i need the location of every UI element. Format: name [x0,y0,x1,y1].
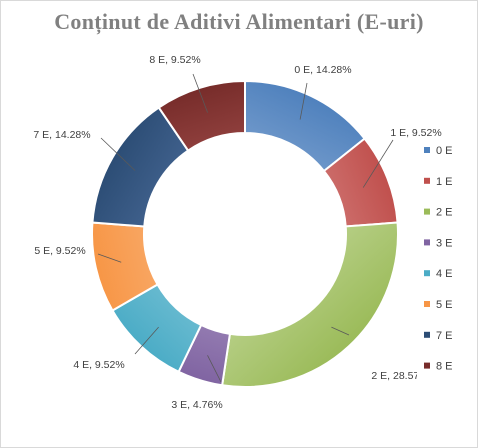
legend-label-5-e: 5 E [436,299,453,311]
legend-label-2-e: 2 E [436,207,453,219]
data-label-7-e: 7 E, 14.28% [33,129,90,141]
legend-swatch-4-e [424,270,430,277]
data-label-3-e: 3 E, 4.76% [171,399,222,411]
chart-title: Conținut de Aditivi Alimentari (E-uri) [54,9,424,34]
legend-swatch-7-e [424,331,430,338]
slice-2-e [221,221,399,388]
legend-swatch-0-e [424,147,430,153]
leader-line-2-e [331,326,350,336]
legend-swatch-5-e [424,301,430,307]
legend-label-0-e: 0 E [436,145,453,157]
leader-line-8-e [192,73,208,113]
data-label-2-e: 2 E, 28.57% [371,370,428,382]
leader-line-7-e [100,137,136,171]
legend-swatch-1-e [424,177,430,184]
legend-swatch-8-e [424,362,430,369]
data-label-0-e: 0 E, 14.28% [294,64,351,76]
legend-label-3-e: 3 E [436,237,453,249]
data-label-8-e: 8 E, 9.52% [149,54,200,66]
legend-label-4-e: 4 E [436,268,453,280]
slice-8-e [157,79,246,152]
legend-label-8-e: 8 E [436,361,453,373]
legend-swatch-2-e [424,208,430,215]
legend-label-1-e: 1 E [436,176,453,188]
legend-label-7-e: 7 E [436,330,453,342]
data-label-4-e: 4 E, 9.52% [73,359,124,371]
leader-line-4-e [134,326,159,355]
data-label-5-e: 5 E, 9.52% [34,245,85,257]
leader-line-0-e [299,82,308,120]
data-label-1-e: 1 E, 9.52% [390,127,441,139]
legend-swatch-3-e [424,239,430,246]
leader-line-3-e [207,355,222,383]
leader-line-5-e [97,253,122,263]
leader-line-1-e [362,139,394,188]
